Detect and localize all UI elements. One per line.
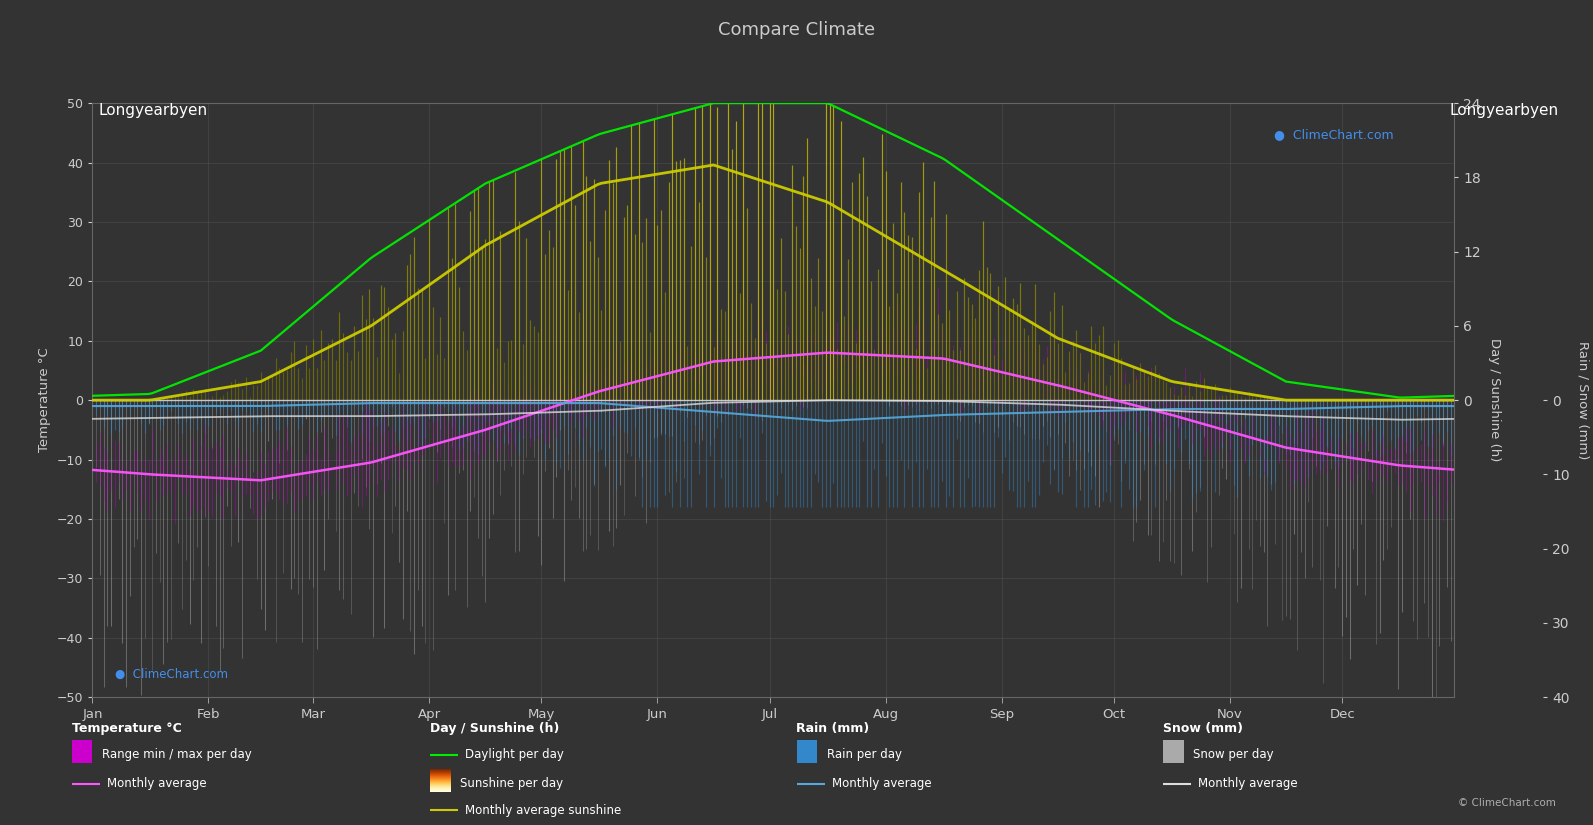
Text: Monthly average: Monthly average (107, 777, 207, 790)
Y-axis label: Rain / Snow (mm): Rain / Snow (mm) (1575, 341, 1590, 460)
Text: Snow per day: Snow per day (1193, 748, 1274, 761)
Text: © ClimeChart.com: © ClimeChart.com (1458, 799, 1555, 808)
Text: Monthly average sunshine: Monthly average sunshine (465, 804, 621, 817)
Text: Monthly average: Monthly average (1198, 777, 1298, 790)
Text: Compare Climate: Compare Climate (718, 21, 875, 39)
Text: Temperature °C: Temperature °C (72, 722, 182, 735)
Text: Rain (mm): Rain (mm) (796, 722, 870, 735)
Text: ●  ClimeChart.com: ● ClimeChart.com (115, 667, 228, 681)
Text: Daylight per day: Daylight per day (465, 748, 564, 761)
Text: Range min / max per day: Range min / max per day (102, 748, 252, 761)
Y-axis label: Temperature °C: Temperature °C (38, 348, 51, 452)
Text: Rain per day: Rain per day (827, 748, 902, 761)
Text: Longyearbyen: Longyearbyen (1450, 103, 1560, 118)
Text: Sunshine per day: Sunshine per day (460, 777, 564, 790)
Text: Longyearbyen: Longyearbyen (99, 103, 209, 118)
Text: ●  ClimeChart.com: ● ClimeChart.com (1274, 128, 1394, 141)
Text: Monthly average: Monthly average (832, 777, 932, 790)
Text: Snow (mm): Snow (mm) (1163, 722, 1243, 735)
Text: Day / Sunshine (h): Day / Sunshine (h) (430, 722, 559, 735)
Y-axis label: Day / Sunshine (h): Day / Sunshine (h) (1488, 338, 1501, 462)
